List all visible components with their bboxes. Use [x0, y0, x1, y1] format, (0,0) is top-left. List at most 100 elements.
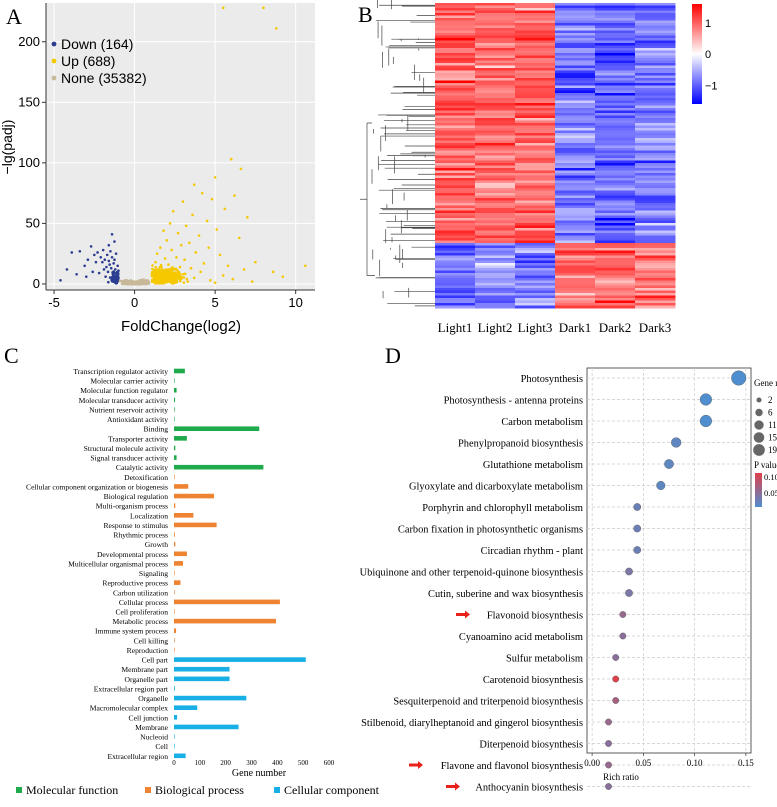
heatmap-cell [515, 210, 556, 214]
heatmap-cell [435, 50, 476, 54]
heatmap-cell [475, 275, 516, 279]
go-category-label: Cell part [142, 656, 169, 665]
heatmap-cell [595, 168, 636, 171]
volcano-point-down [113, 258, 116, 262]
heatmap-cell [515, 198, 556, 201]
heatmap-cell [475, 98, 516, 101]
heatmap-cell [555, 295, 596, 299]
heatmap-cell [475, 138, 516, 141]
heatmap-cell [635, 8, 676, 11]
heatmap-cell [595, 198, 636, 201]
heatmap-cell [475, 15, 516, 19]
heatmap-cell [635, 208, 676, 211]
heatmap-cell [555, 223, 596, 226]
heatmap-cell [475, 118, 516, 121]
heatmap-cell [635, 220, 676, 224]
heatmap-cell [595, 195, 636, 199]
heatmap-cell [515, 18, 556, 21]
heatmap-cell [555, 138, 596, 141]
volcano-point-up [159, 265, 162, 269]
volcano-point-up [178, 273, 181, 277]
volcano-point-down [65, 268, 69, 271]
heatmap-cell [555, 113, 596, 116]
heatmap-cell [635, 40, 676, 44]
heatmap-cell [635, 45, 676, 49]
heatmap-cell [515, 220, 556, 224]
heatmap-cell [475, 293, 516, 296]
heatmap-cell [595, 203, 636, 206]
heatmap-cell [515, 253, 556, 256]
heatmap-cell [515, 208, 556, 211]
heatmap-cell [515, 258, 556, 261]
heatmap-cell [435, 263, 476, 266]
heatmap-cell [435, 155, 476, 159]
volcano-point-up [185, 277, 189, 281]
heatmap-cell [555, 155, 596, 159]
heatmap-cell [555, 50, 596, 54]
heatmap-cell [595, 58, 636, 61]
heatmap-cell [475, 63, 516, 66]
heatmap-cell [435, 25, 476, 29]
kegg-size-legend-label: 11 [768, 420, 777, 430]
heatmap-cell [555, 20, 596, 24]
heatmap-cell [635, 260, 676, 264]
heatmap-cell [555, 240, 596, 244]
kegg-bubble [731, 370, 747, 386]
heatmap-cell [595, 80, 636, 84]
kegg-pathway-label: Photosynthesis - antenna proteins [444, 396, 583, 407]
volcano-point-up [172, 275, 176, 279]
go-legend-swatch [145, 787, 151, 793]
heatmap-cell [555, 225, 596, 229]
heatmap-cell [555, 235, 596, 239]
heatmap-cell [595, 85, 636, 89]
go-category-label: Transporter activity [108, 434, 168, 443]
go-legend-label: Cellular component [284, 783, 380, 797]
heatmap-cell [555, 203, 596, 206]
heatmap-cell [555, 40, 596, 44]
heatmap-cell [515, 233, 556, 236]
kegg-color-legend-label: 0.05 [764, 488, 777, 498]
heatmap-cell [595, 13, 636, 16]
heatmap-cell [635, 85, 676, 89]
heatmap-cell [435, 303, 476, 306]
heatmap-cell [555, 58, 596, 61]
heatmap-cell [475, 13, 516, 16]
go-category-label: Extracellular region [107, 752, 168, 761]
heatmap-cell [635, 48, 676, 51]
kegg-bubble [625, 567, 633, 576]
go-bar [174, 522, 217, 528]
heatmap-cell [635, 35, 676, 39]
heatmap-cell [595, 273, 636, 276]
volcano-legend-label-none: None (35382) [61, 70, 147, 86]
heatmap-cell [435, 175, 476, 179]
volcano-point-up [168, 222, 172, 225]
kegg-plot-area [586, 367, 752, 754]
heatmap-cell [475, 110, 516, 114]
heatmap-cell [555, 95, 596, 99]
heatmap-cell [475, 130, 516, 134]
heatmap-cell [515, 73, 556, 76]
heatmap-cell [475, 220, 516, 224]
volcano-point-down [101, 248, 105, 252]
heatmap-cell [475, 60, 516, 64]
heatmap-cell [555, 115, 596, 119]
volcano-point-up [242, 268, 246, 271]
heatmap-cell [635, 170, 676, 174]
heatmap-cell [595, 223, 636, 226]
heatmap-cell [475, 258, 516, 261]
kegg-size-legend-marker [756, 397, 762, 403]
heatmap-cell [595, 280, 636, 284]
heatmap-cell [635, 295, 676, 299]
heatmap-cell [595, 75, 636, 79]
heatmap-cell [635, 5, 676, 9]
go-bar [174, 541, 176, 547]
go-bar [174, 570, 175, 576]
volcano-point-none [127, 282, 131, 285]
heatmap-cell [515, 150, 556, 154]
kegg-pathway-label: Stilbenoid, diarylheptanoid and gingerol… [361, 718, 583, 729]
volcano-point-up [177, 270, 181, 274]
volcano-point-up [213, 281, 217, 285]
go-xtick-label: 600 [324, 759, 335, 767]
heatmap-cell [635, 153, 676, 156]
heatmap-cell [475, 223, 516, 226]
